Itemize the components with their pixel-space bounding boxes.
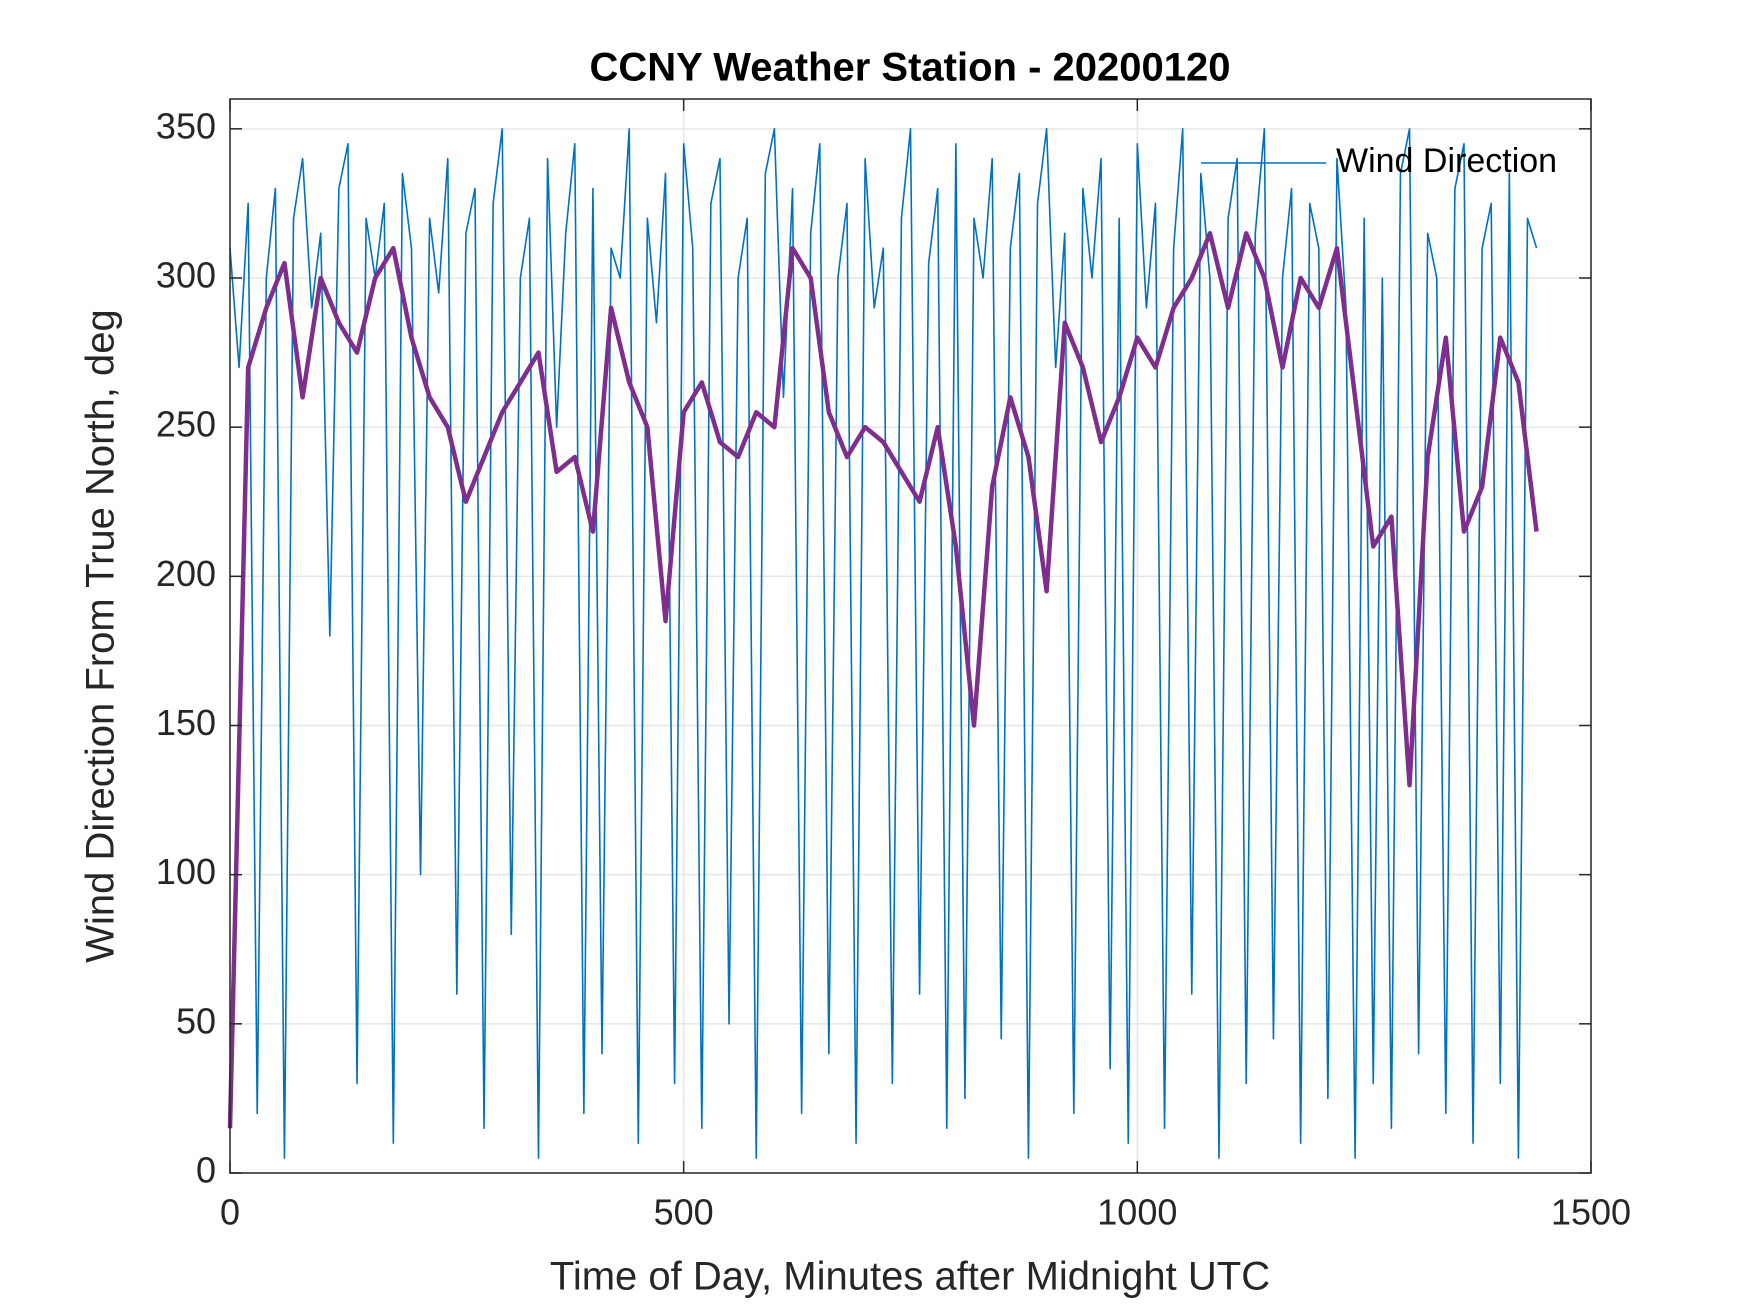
x-tick-label: 1500: [1551, 1192, 1631, 1233]
data-line: [227, 231, 1539, 1129]
y-tick-label: 0: [196, 1150, 216, 1191]
y-tick-label: 350: [156, 105, 216, 146]
y-tick-label: 100: [156, 851, 216, 892]
plot-area: [227, 128, 1539, 1159]
x-tick-label: 1000: [1097, 1192, 1177, 1233]
chart-title: CCNY Weather Station - 20200120: [590, 46, 1231, 90]
x-axis-label: Time of Day, Minutes after Midnight UTC: [550, 1255, 1270, 1299]
y-tick-label: 50: [176, 1000, 216, 1041]
y-tick-label: 150: [156, 702, 216, 743]
y-tick-label: 250: [156, 404, 216, 445]
y-tick-label: 300: [156, 255, 216, 296]
x-tick-label: 500: [654, 1192, 714, 1233]
legend-label: Wind Direction: [1336, 142, 1557, 180]
y-tick-label: 200: [156, 553, 216, 594]
data-line: [229, 128, 1538, 1159]
axes-box: [229, 98, 1592, 1174]
x-tick-label: 0: [220, 1192, 240, 1233]
y-axis-label: Wind Direction From True North, deg: [79, 309, 123, 963]
